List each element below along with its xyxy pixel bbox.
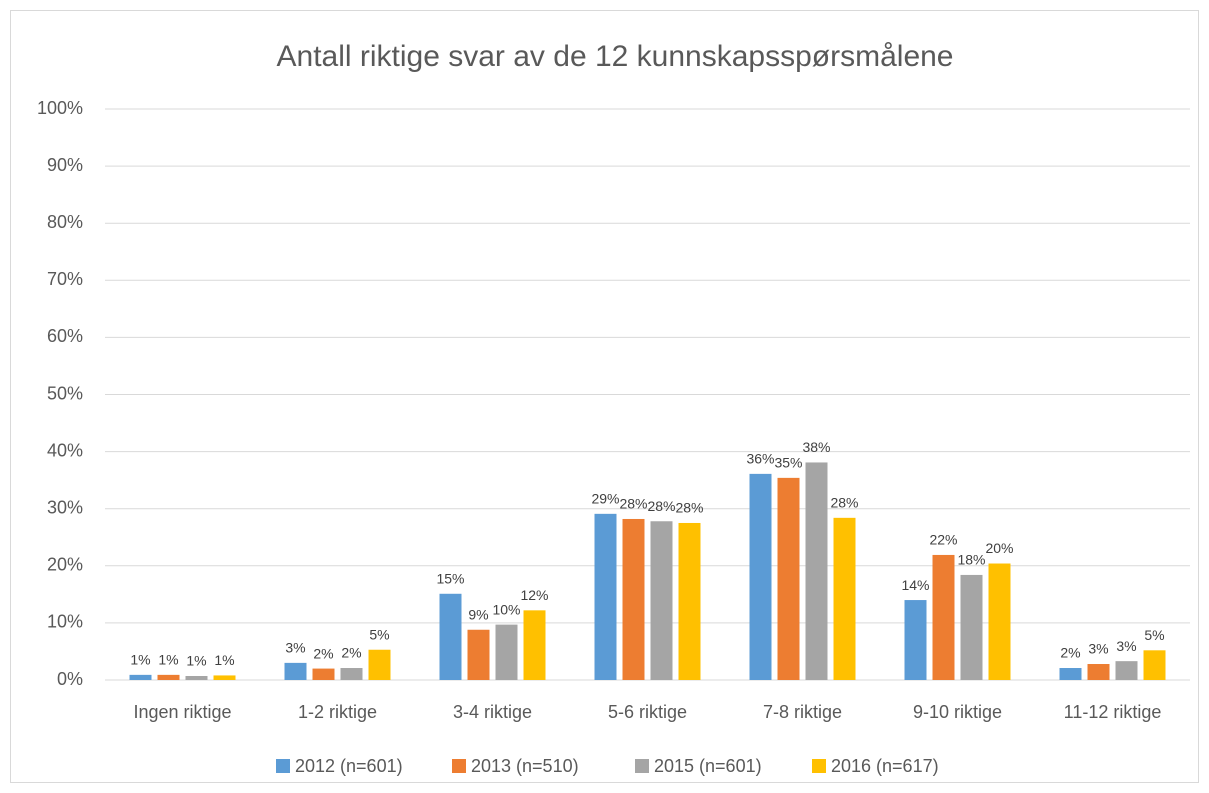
- bar: [904, 600, 927, 680]
- data-label: 14%: [901, 577, 929, 593]
- bar: [1143, 650, 1166, 680]
- data-label: 36%: [746, 451, 774, 467]
- bar: [185, 676, 208, 680]
- data-label: 20%: [985, 540, 1013, 556]
- bar: [650, 521, 673, 680]
- data-label: 2%: [341, 645, 361, 661]
- bar: [439, 593, 462, 680]
- bar: [749, 473, 772, 680]
- data-label: 1%: [214, 652, 234, 668]
- y-tick-label: 100%: [37, 98, 83, 118]
- bar: [312, 668, 335, 680]
- bar: [678, 522, 701, 680]
- y-tick-label: 0%: [57, 669, 83, 689]
- legend-label: 2015 (n=601): [654, 756, 762, 776]
- bar: [833, 517, 856, 680]
- chart-title: Antall riktige svar av de 12 kunnskapssp…: [277, 40, 954, 73]
- data-label: 28%: [647, 498, 675, 514]
- x-tick-label: 7-8 riktige: [763, 702, 842, 722]
- bar: [777, 477, 800, 680]
- data-label: 9%: [468, 606, 488, 622]
- x-tick-label: 5-6 riktige: [608, 702, 687, 722]
- data-label: 28%: [675, 500, 703, 516]
- data-label: 22%: [929, 532, 957, 548]
- y-tick-label: 90%: [47, 155, 83, 175]
- legend-label: 2012 (n=601): [295, 756, 403, 776]
- bar: [368, 649, 391, 680]
- bar: [622, 518, 645, 680]
- x-tick-label: 3-4 riktige: [453, 702, 532, 722]
- bar: [129, 674, 152, 680]
- x-tick-label: Ingen riktige: [133, 702, 231, 722]
- data-label: 28%: [619, 496, 647, 512]
- data-label: 29%: [591, 491, 619, 507]
- legend-swatch: [276, 759, 290, 773]
- data-label: 35%: [774, 455, 802, 471]
- data-label: 38%: [802, 439, 830, 455]
- legend-swatch: [812, 759, 826, 773]
- data-label: 10%: [492, 601, 520, 617]
- y-tick-label: 70%: [47, 269, 83, 289]
- y-tick-label: 40%: [47, 440, 83, 460]
- y-tick-label: 20%: [47, 555, 83, 575]
- data-label: 1%: [158, 652, 178, 668]
- data-label: 28%: [830, 495, 858, 511]
- bar: [932, 554, 955, 680]
- y-tick-label: 30%: [47, 497, 83, 517]
- bar: [467, 629, 490, 680]
- data-label: 18%: [957, 552, 985, 568]
- x-tick-label: 11-12 riktige: [1064, 702, 1162, 722]
- legend-swatch: [452, 759, 466, 773]
- data-label: 12%: [520, 587, 548, 603]
- legend-swatch: [635, 759, 649, 773]
- bar: [1115, 661, 1138, 680]
- bar: [213, 675, 236, 680]
- bar: [157, 674, 180, 680]
- y-tick-label: 50%: [47, 383, 83, 403]
- y-tick-label: 10%: [47, 612, 83, 632]
- bar: [523, 610, 546, 680]
- x-tick-label: 9-10 riktige: [913, 702, 1002, 722]
- data-label: 2%: [313, 645, 333, 661]
- x-tick-label: 1-2 riktige: [298, 702, 377, 722]
- y-tick-label: 80%: [47, 212, 83, 232]
- data-label: 15%: [436, 570, 464, 586]
- bar: [284, 662, 307, 680]
- bar: [960, 574, 983, 680]
- bar: [1059, 668, 1082, 680]
- bar: [988, 563, 1011, 680]
- y-tick-label: 60%: [47, 326, 83, 346]
- bar: [805, 462, 828, 680]
- data-label: 2%: [1060, 645, 1080, 661]
- bar: [594, 513, 617, 680]
- data-label: 3%: [285, 640, 305, 656]
- data-label: 5%: [369, 626, 389, 642]
- legend-label: 2016 (n=617): [831, 756, 939, 776]
- legend-label: 2013 (n=510): [471, 756, 579, 776]
- data-label: 1%: [186, 653, 206, 669]
- data-label: 3%: [1116, 638, 1136, 654]
- data-label: 5%: [1144, 627, 1164, 643]
- data-label: 3%: [1088, 641, 1108, 657]
- data-label: 1%: [130, 652, 150, 668]
- bar: [1087, 664, 1110, 680]
- bar: [495, 624, 518, 680]
- bar: [340, 668, 363, 680]
